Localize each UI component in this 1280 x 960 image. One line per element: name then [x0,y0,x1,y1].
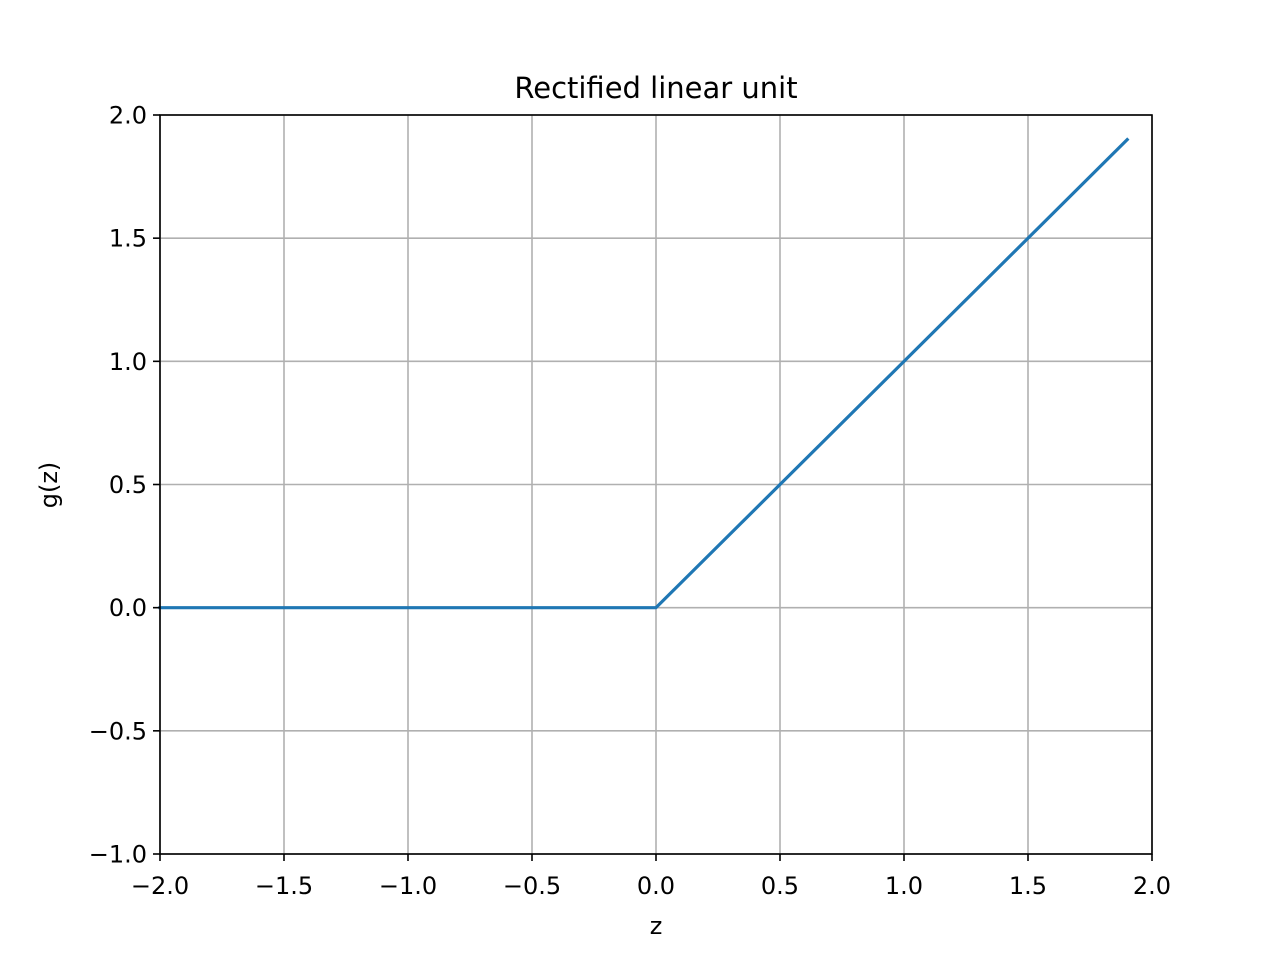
chart-title: Rectified linear unit [514,71,797,105]
x-axis-label: z [650,912,663,940]
x-tick-label: 0.5 [761,872,799,900]
y-tick-label: 0.5 [109,471,147,499]
y-tick-label: 2.0 [109,102,147,130]
x-tick-label: 1.0 [885,872,923,900]
relu-series-line [158,137,1130,610]
series-lines [158,137,1130,610]
y-tick-label: −1.0 [89,841,147,869]
x-tick-label: 2.0 [1133,872,1171,900]
y-tick-label: 1.0 [109,348,147,376]
y-tick-label: 0.0 [109,594,147,622]
y-tick-label: −0.5 [89,717,147,745]
x-tick-label: −2.0 [131,872,189,900]
x-tick-label: 1.5 [1009,872,1047,900]
x-tick-label: 0.0 [637,872,675,900]
plot-area [158,114,1153,855]
x-tick-label: −1.5 [255,872,313,900]
y-tick-label: 1.5 [109,225,147,253]
y-axis: −1.0 −0.5 0.0 0.5 1.0 1.5 2.0 [89,102,160,869]
x-axis: −2.0 −1.5 −1.0 −0.5 0.0 0.5 1.0 1.5 2.0 [131,854,1171,900]
y-axis-label: g(z) [35,462,63,509]
x-tick-label: −1.0 [379,872,437,900]
x-tick-label: −0.5 [503,872,561,900]
